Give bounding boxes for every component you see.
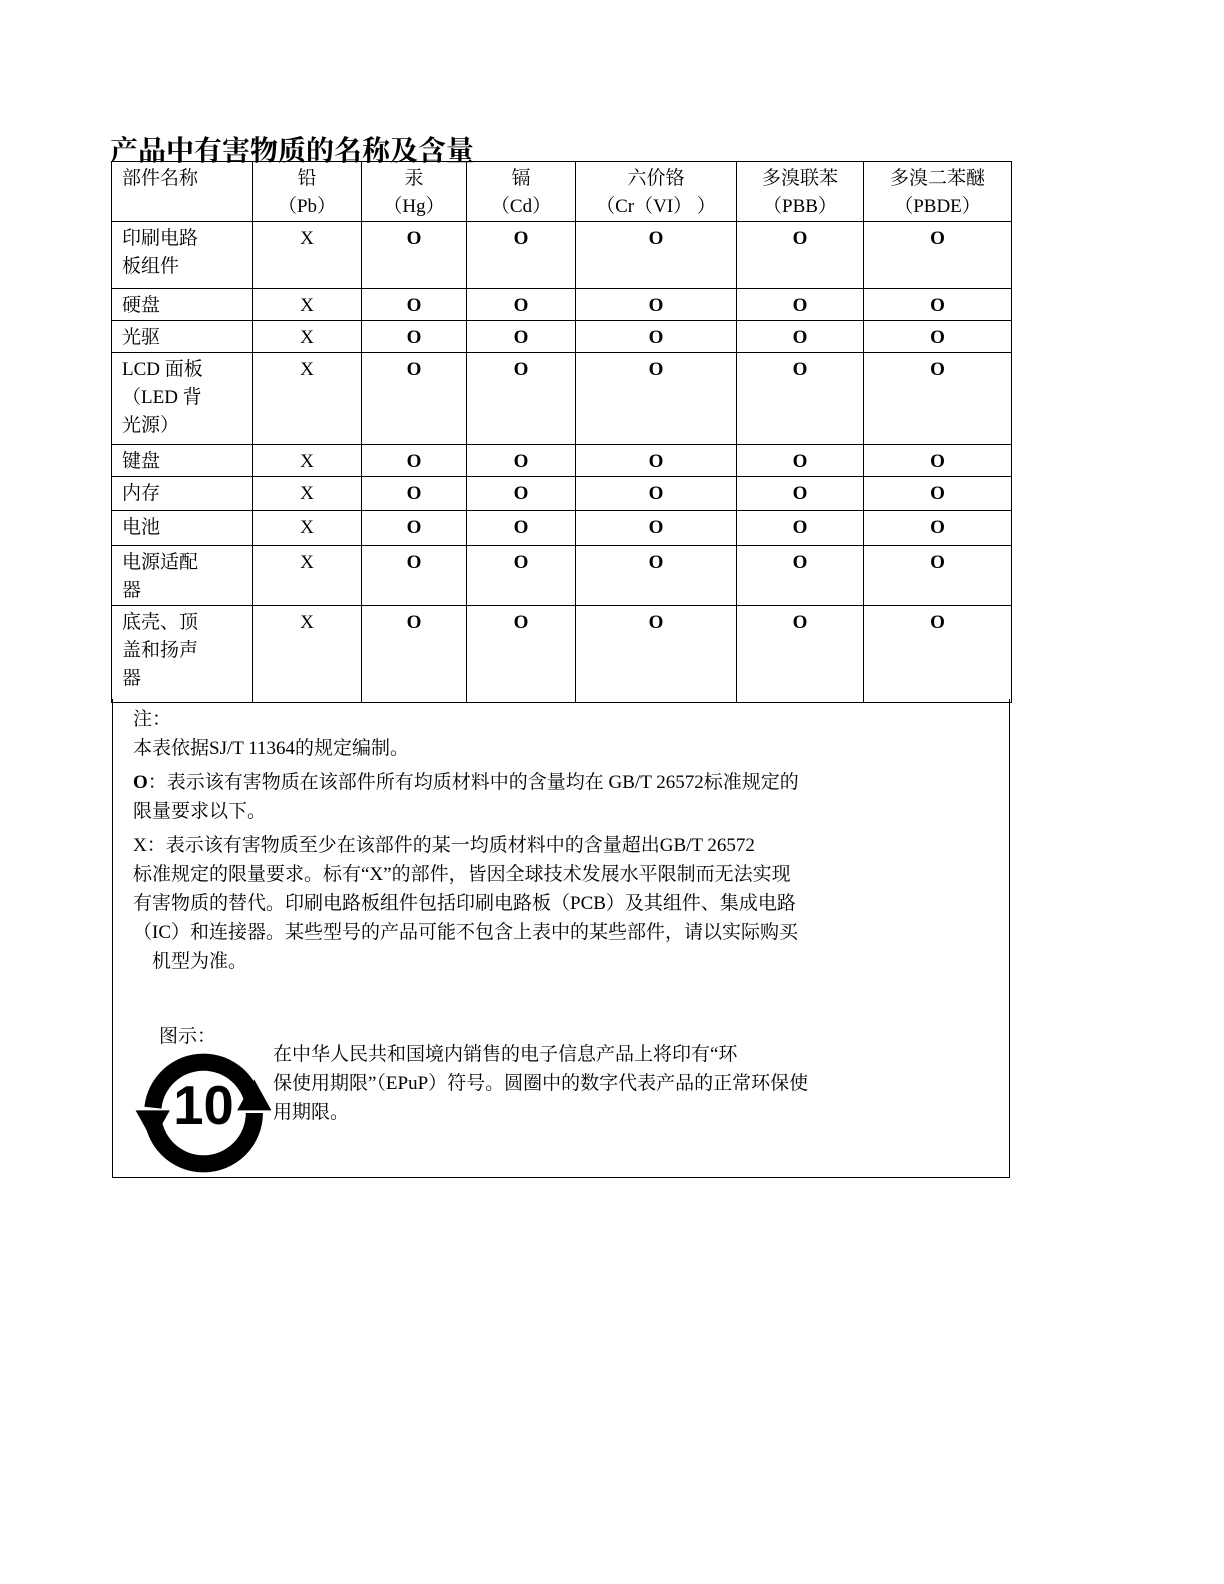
svg-text:10: 10 <box>173 1075 233 1136</box>
